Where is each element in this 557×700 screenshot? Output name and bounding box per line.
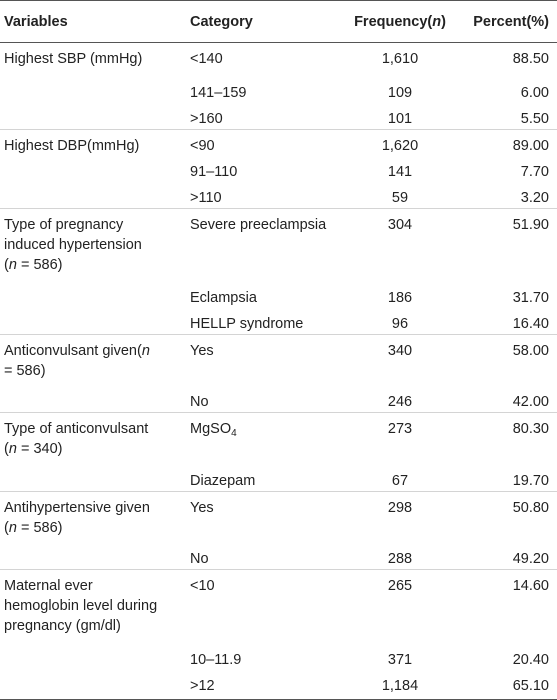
percent-cell: 50.80: [512, 499, 549, 516]
frequency-cell: 59: [391, 190, 409, 206]
table-row: 10–11.9 371 20.40: [0, 644, 557, 670]
percent-cell: 88.50: [512, 51, 549, 67]
header-row: Variables Category Frequency(n) Percent(…: [0, 0, 557, 43]
category-cell: 10–11.9: [190, 651, 242, 668]
frequency-cell: 1,184: [381, 677, 419, 694]
frequency-cell: 246: [387, 394, 413, 410]
category-cell: 91–110: [190, 164, 238, 180]
variable-label: Highest SBP (mmHg): [4, 51, 143, 67]
variable-label: [0, 182, 186, 209]
variable-label: [0, 308, 186, 335]
variable-label: Highest DBP(mmHg): [4, 137, 140, 154]
table-row: >12 1,184 65.10: [0, 670, 557, 700]
category-cell: <140: [190, 51, 223, 67]
variable-label: [0, 282, 186, 308]
variable-label: [0, 543, 186, 570]
category-cell: >160: [190, 110, 223, 127]
variable-label: Type of anticonvulsant (n = 340): [4, 421, 149, 457]
table-row: HELLP syndrome 96 16.40: [0, 308, 557, 335]
percent-cell: 14.60: [512, 578, 549, 594]
frequency-cell: 371: [387, 651, 413, 668]
category-cell: No: [190, 394, 209, 410]
table-row: Antihypertensive given (n = 586) Yes 298 …: [0, 491, 557, 543]
variable-label: [0, 386, 186, 413]
variable-label: Maternal ever hemoglobin level during preg…: [4, 578, 158, 634]
percent-cell: 5.50: [520, 110, 549, 127]
percent-cell: 19.70: [512, 472, 549, 489]
table-row: 91–110 141 7.70: [0, 156, 557, 182]
frequency-cell: 304: [387, 217, 413, 233]
percent-cell: 51.90: [512, 217, 549, 233]
header-percent: Percent(%): [473, 13, 549, 30]
variable-label: [0, 644, 186, 670]
frequency-cell: 273: [387, 421, 413, 437]
percent-cell: 6.00: [520, 84, 549, 101]
percent-cell: 20.40: [512, 651, 549, 668]
table-row: >110 59 3.20: [0, 182, 557, 209]
percent-cell: 7.70: [520, 164, 549, 180]
percent-cell: 65.10: [512, 677, 549, 694]
frequency-cell: 298: [387, 499, 413, 516]
category-cell: Diazepam: [190, 472, 256, 489]
frequency-cell: 67: [391, 472, 409, 489]
percent-cell: 16.40: [512, 315, 549, 332]
variable-label: Antihypertensive given (n = 586): [4, 499, 150, 536]
variable-label: Anticonvulsant given(n = 586): [4, 342, 150, 379]
table-row: Diazepam 67 19.70: [0, 465, 557, 492]
variable-label: [0, 465, 186, 492]
table-row: Type of anticonvulsant (n = 340) MgSO4 27…: [0, 412, 557, 465]
category-cell: No: [190, 551, 209, 567]
table-row: Highest DBP(mmHg) <90 1,620 89.00: [0, 129, 557, 156]
table-row: Highest SBP (mmHg) <140 1,610 88.50: [0, 43, 557, 77]
frequency-cell: 340: [387, 342, 413, 359]
percent-cell: 49.20: [512, 551, 549, 567]
header-category: Category: [190, 13, 253, 30]
frequency-cell: 101: [387, 110, 413, 127]
frequency-cell: 288: [387, 551, 413, 567]
variable-label: [0, 77, 186, 103]
table-row: Maternal ever hemoglobin level during preg…: [0, 569, 557, 644]
table-row: No 246 42.00: [0, 386, 557, 413]
percent-cell: 58.00: [512, 342, 549, 359]
table-row: No 288 49.20: [0, 543, 557, 570]
frequency-cell: 96: [391, 315, 409, 332]
percent-cell: 80.30: [512, 421, 549, 437]
variable-label: [0, 156, 186, 182]
category-cell: Yes: [190, 499, 214, 516]
category-cell: Yes: [190, 342, 214, 359]
percent-cell: 42.00: [512, 394, 549, 410]
category-cell: 141–159: [190, 84, 247, 101]
category-cell: <90: [190, 137, 215, 154]
header-frequency: Frequency(n): [354, 13, 446, 30]
frequency-cell: 1,620: [381, 137, 419, 154]
header-variables: Variables: [4, 13, 68, 30]
frequency-cell: 186: [387, 289, 413, 306]
frequency-cell: 141: [387, 164, 413, 180]
category-cell: Eclampsia: [190, 289, 257, 306]
variable-label: [0, 103, 186, 130]
frequency-cell: 1,610: [381, 51, 419, 67]
table-row: 141–159 109 6.00: [0, 77, 557, 103]
category-cell: >110: [190, 190, 222, 206]
category-cell: >12: [190, 677, 215, 694]
frequency-cell: 265: [387, 578, 413, 594]
percent-cell: 3.20: [520, 190, 549, 206]
category-cell: MgSO4: [190, 421, 237, 439]
percent-cell: 89.00: [512, 137, 549, 154]
table-row: Type of pregnancy induced hypertension (n …: [0, 208, 557, 282]
percent-cell: 31.70: [512, 289, 549, 306]
category-cell: Severe preeclampsia: [190, 217, 327, 233]
table-row: >160 101 5.50: [0, 103, 557, 130]
table-row: Eclampsia 186 31.70: [0, 282, 557, 308]
variable-label: Type of pregnancy induced hypertension (n …: [4, 217, 142, 273]
table-row: Anticonvulsant given(n = 586) Yes 340 58.…: [0, 334, 557, 386]
frequency-cell: 109: [387, 84, 413, 101]
category-cell: <10: [190, 578, 215, 594]
variable-label: [0, 670, 186, 700]
category-cell: HELLP syndrome: [190, 315, 304, 332]
